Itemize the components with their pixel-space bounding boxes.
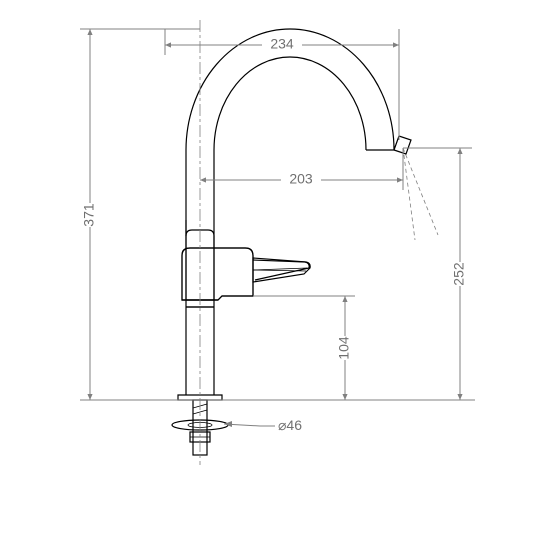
dim-base-diameter: ⌀46 xyxy=(224,417,302,433)
dim-spout-height-label: 252 xyxy=(451,262,467,286)
faucet-technical-drawing: 234 203 371 252 104 ⌀46 xyxy=(0,0,550,550)
dim-body-height-label: 104 xyxy=(336,336,352,360)
spout-arc xyxy=(160,20,438,248)
handle-redraw xyxy=(182,248,310,307)
dim-spout-reach-label: 203 xyxy=(289,171,313,187)
dim-base-diameter-label: ⌀46 xyxy=(278,417,302,433)
dim-body-height: 104 xyxy=(253,296,357,400)
dim-overall-height-label: 371 xyxy=(81,203,97,227)
dim-overall-width-label: 234 xyxy=(270,36,294,52)
